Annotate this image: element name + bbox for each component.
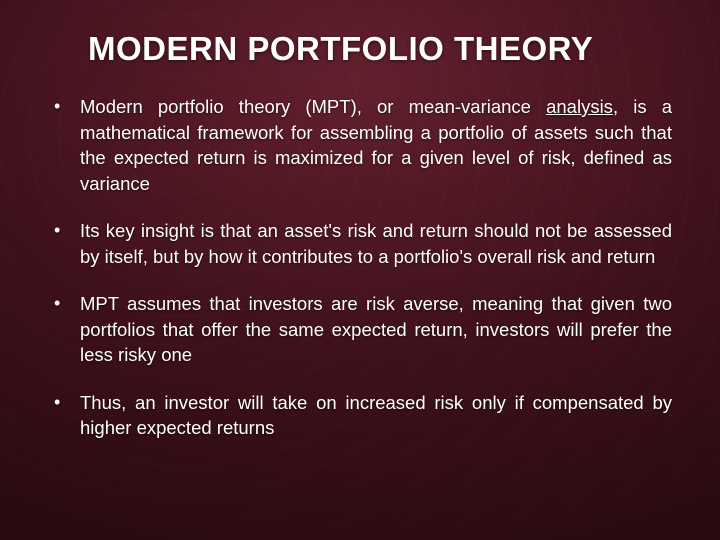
bullet-list: Modern portfolio theory (MPT), or mean-v… [38, 94, 682, 441]
bullet-text-pre: Thus, an investor will take on increased… [80, 392, 672, 439]
bullet-text-pre: Modern portfolio theory (MPT), or mean-v… [80, 96, 546, 117]
slide-title: MODERN PORTFOLIO THEORY [88, 30, 682, 68]
bullet-item: Modern portfolio theory (MPT), or mean-v… [44, 94, 672, 196]
bullet-text-pre: Its key insight is that an asset's risk … [80, 220, 672, 267]
bullet-text-underlined: analysis [546, 96, 613, 117]
bullet-item: MPT assumes that investors are risk aver… [44, 291, 672, 368]
slide: MODERN PORTFOLIO THEORY Modern portfolio… [0, 0, 720, 540]
bullet-item: Its key insight is that an asset's risk … [44, 218, 672, 269]
bullet-item: Thus, an investor will take on increased… [44, 390, 672, 441]
bullet-text-pre: MPT assumes that investors are risk aver… [80, 293, 672, 365]
